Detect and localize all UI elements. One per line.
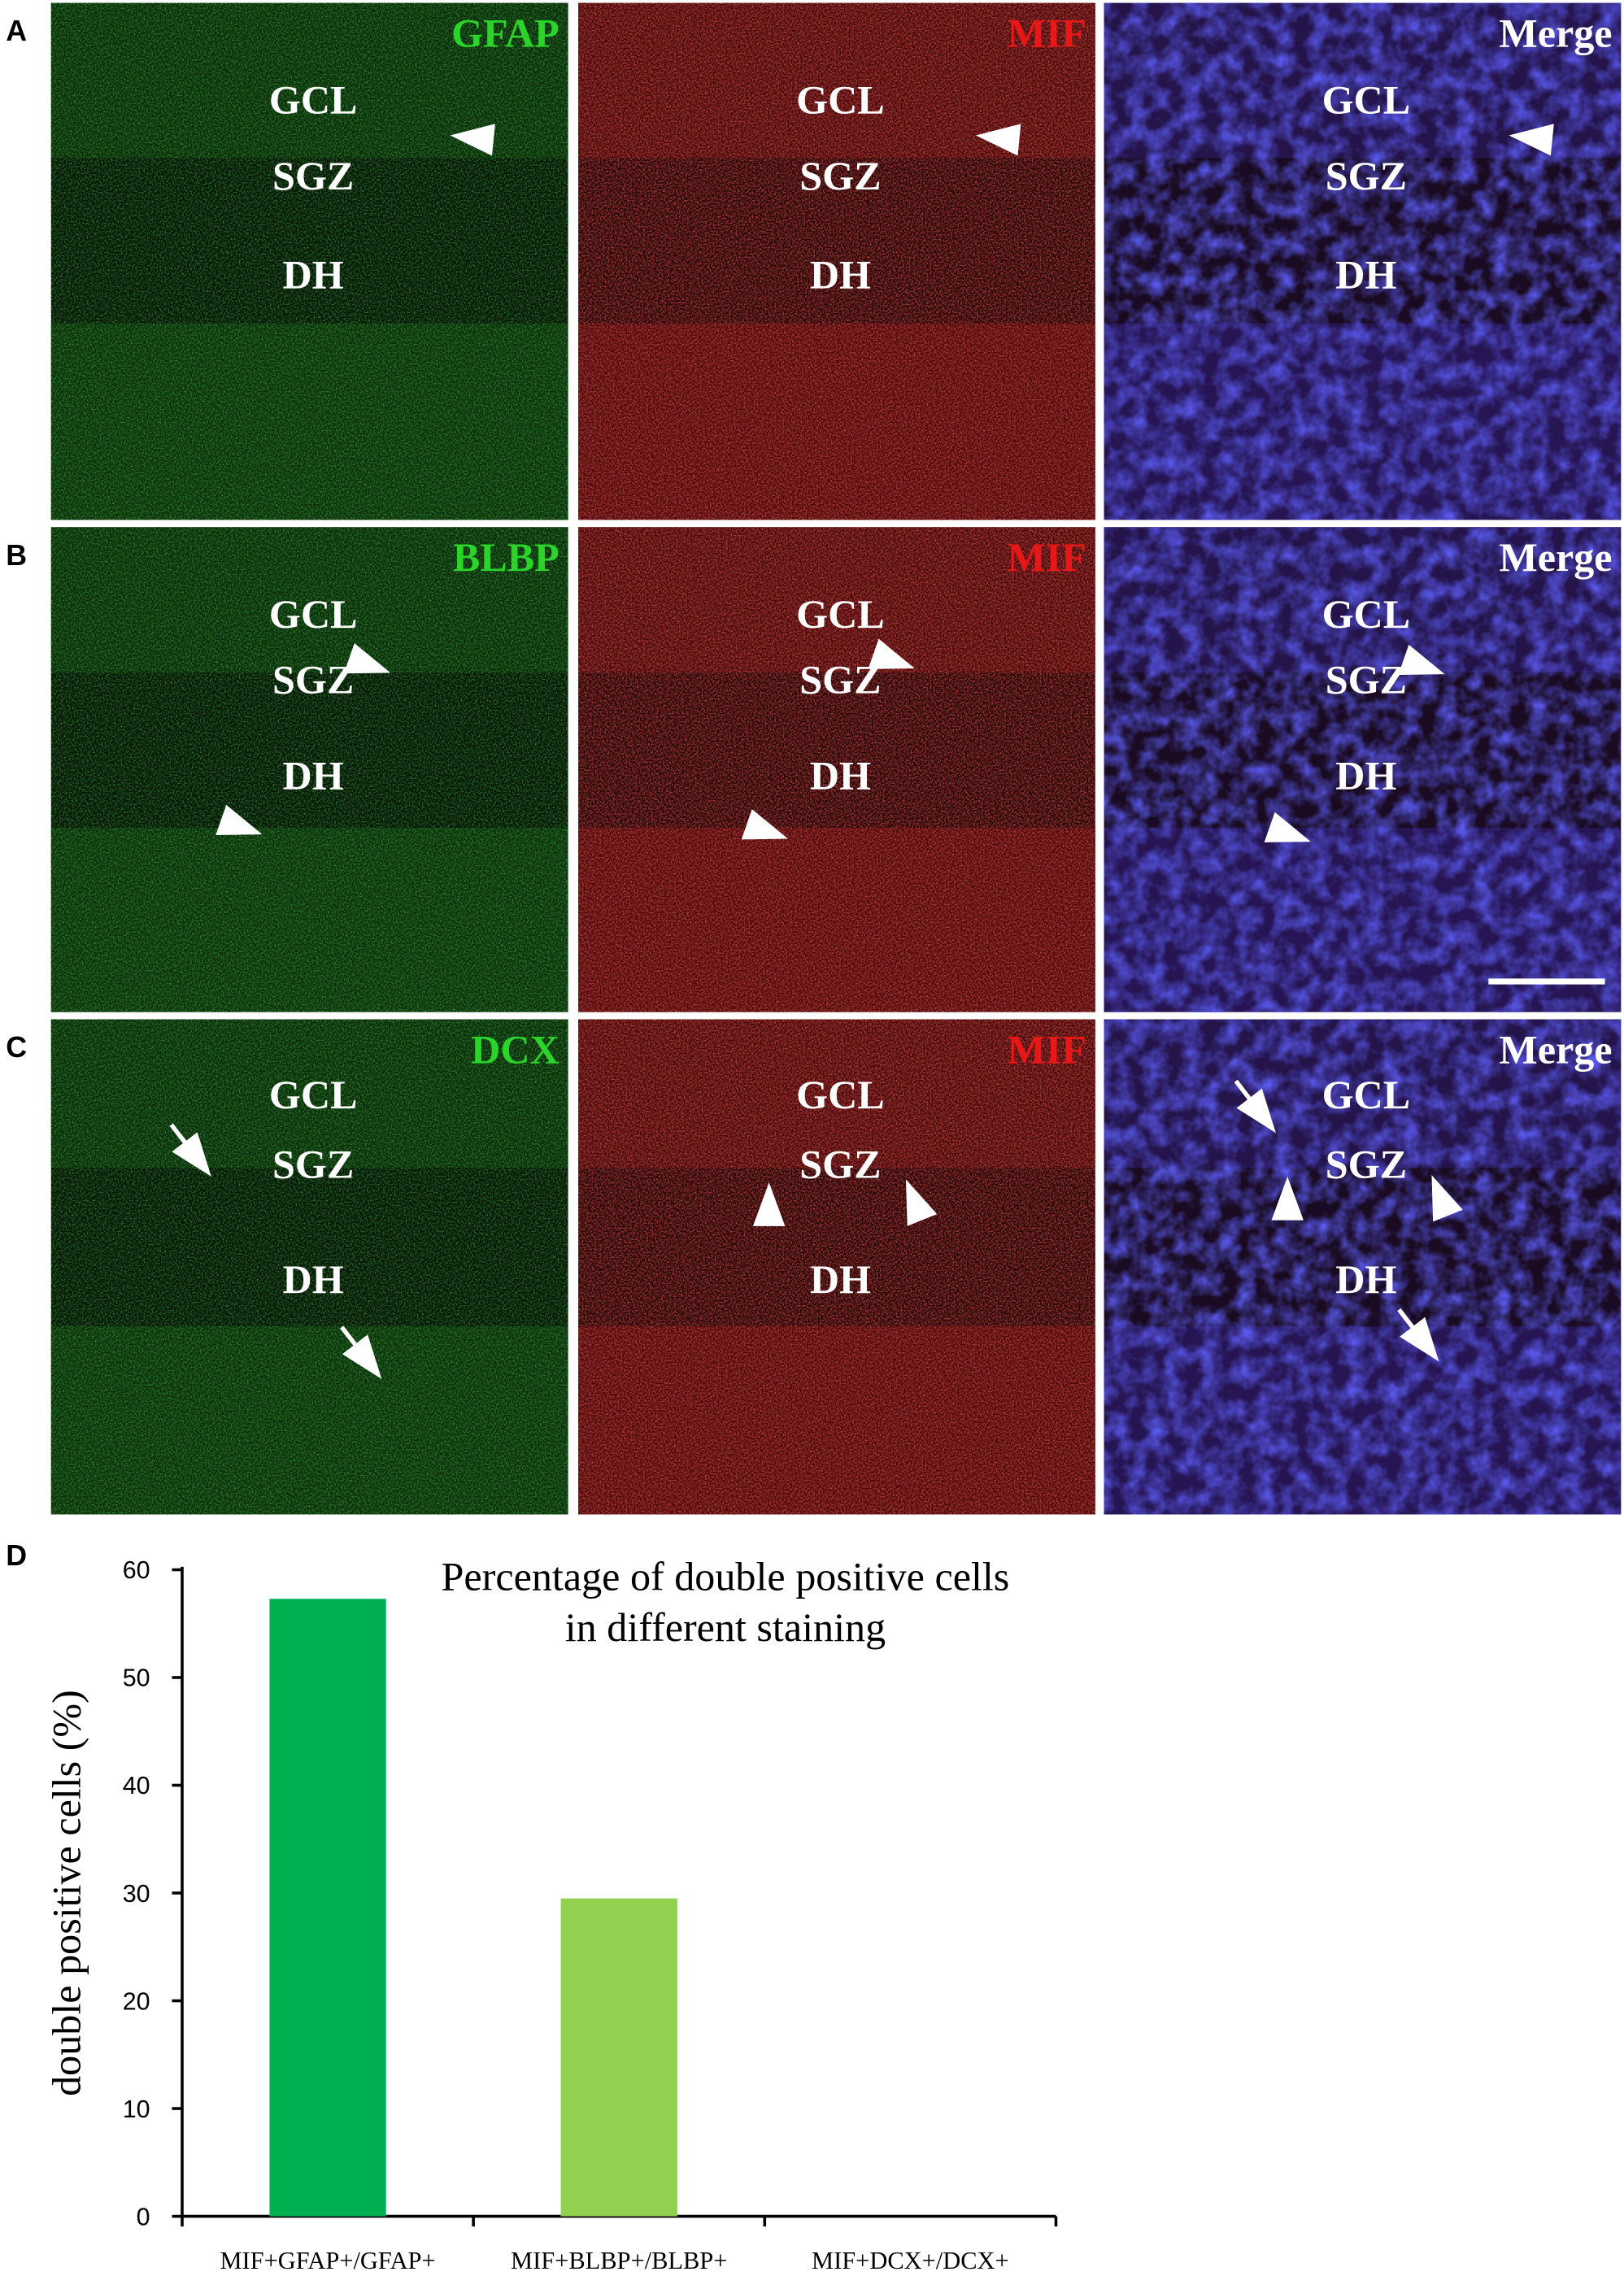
region-label: GCL xyxy=(1322,77,1411,123)
region-label: GCL xyxy=(796,1072,885,1117)
chart-title: in different staining xyxy=(565,1604,886,1650)
x-tick-label: MIF+GFAP+/GFAP+ xyxy=(220,2247,435,2274)
chart-title: Percentage of double positive cells xyxy=(442,1554,1010,1599)
region-label: DH xyxy=(283,753,344,799)
panel-letter: B xyxy=(6,539,27,572)
micrograph-texture xyxy=(50,1019,568,1515)
region-label: GCL xyxy=(796,77,885,123)
stain-label: GFAP xyxy=(451,10,559,55)
region-label: GCL xyxy=(269,1072,358,1117)
region-label: GCL xyxy=(269,77,358,123)
region-label: SGZ xyxy=(799,153,881,198)
arrowhead xyxy=(1236,1088,1276,1134)
arrowhead xyxy=(342,1334,382,1379)
bar-chart: D Percentage of double positive cells in d… xyxy=(6,1539,1058,2274)
y-tick-label: 60 xyxy=(123,1556,150,1584)
region-label: DH xyxy=(1335,753,1396,799)
micrograph-texture xyxy=(578,1019,1095,1515)
y-tick-label: 0 xyxy=(137,2203,150,2230)
micrograph-texture xyxy=(50,2,568,520)
arrowhead xyxy=(216,804,263,835)
region-label: SGZ xyxy=(1326,656,1407,702)
region-label: DH xyxy=(1335,252,1396,298)
y-tick-label: 20 xyxy=(123,1987,150,2015)
region-label: GCL xyxy=(269,591,358,637)
region-label: SGZ xyxy=(272,1142,354,1187)
arrowhead xyxy=(343,643,391,674)
panel-letter: D xyxy=(6,1539,27,1572)
arrowhead xyxy=(1400,1316,1439,1362)
region-label: SGZ xyxy=(272,656,354,702)
region-label: GCL xyxy=(1322,591,1411,637)
region-label: SGZ xyxy=(272,153,354,198)
arrowhead xyxy=(906,1179,938,1226)
bar xyxy=(269,1599,386,2217)
micrograph-texture xyxy=(1104,527,1622,1012)
micrograph-texture xyxy=(578,2,1095,520)
arrowhead xyxy=(975,124,1021,156)
arrowhead xyxy=(1509,124,1554,156)
region-label: SGZ xyxy=(799,656,881,702)
region-label: DH xyxy=(283,252,344,298)
region-label: DH xyxy=(1335,1256,1396,1302)
stain-label: Merge xyxy=(1499,534,1612,580)
arrowhead xyxy=(1271,1176,1304,1221)
arrowhead xyxy=(172,1132,211,1177)
region-label: DH xyxy=(810,753,871,799)
region-label: DH xyxy=(283,1256,344,1302)
x-tick-label: MIF+DCX+/DCX+ xyxy=(812,2247,1009,2274)
y-axis-label: double positive cells (%) xyxy=(44,1690,89,2096)
stain-label: MIF xyxy=(1008,534,1086,580)
region-label: SGZ xyxy=(1326,1142,1407,1187)
micrograph-texture xyxy=(1104,1019,1622,1515)
arrowhead xyxy=(868,638,915,669)
region-label: DH xyxy=(810,252,871,298)
region-label: DH xyxy=(810,1256,871,1302)
bar xyxy=(560,1898,677,2217)
panel-letter: A xyxy=(6,15,27,47)
stain-label: BLBP xyxy=(453,534,559,580)
y-tick-label: 10 xyxy=(123,2095,150,2123)
stain-label: MIF xyxy=(1008,10,1086,55)
arrowhead xyxy=(741,809,788,840)
arrowhead xyxy=(1398,644,1445,675)
x-tick-label: MIF+BLBP+/BLBP+ xyxy=(511,2247,727,2274)
arrowhead xyxy=(1431,1175,1463,1222)
panel-letter: C xyxy=(6,1031,27,1064)
micrograph-texture xyxy=(50,527,568,1012)
y-tick-label: 50 xyxy=(123,1665,150,1692)
region-label: SGZ xyxy=(799,1142,881,1187)
stain-label: MIF xyxy=(1008,1026,1086,1072)
region-label: SGZ xyxy=(1326,153,1407,198)
micrograph-texture xyxy=(1104,2,1622,520)
y-tick-label: 40 xyxy=(123,1772,150,1799)
arrowhead xyxy=(1264,812,1311,842)
micrograph-texture xyxy=(578,527,1095,1012)
region-label: GCL xyxy=(1322,1072,1411,1117)
stain-label: DCX xyxy=(471,1026,559,1072)
micrograph-grid: A GFAP GCL SGZ DH MIF GCL SGZ DH Merge GCL SGZ DH B BL… xyxy=(6,2,1622,1515)
arrowhead xyxy=(752,1182,786,1226)
stain-label: Merge xyxy=(1499,1026,1612,1072)
stain-label: Merge xyxy=(1499,10,1612,55)
arrowhead xyxy=(450,124,495,156)
region-label: GCL xyxy=(796,591,885,637)
y-tick-label: 30 xyxy=(123,1880,150,1908)
